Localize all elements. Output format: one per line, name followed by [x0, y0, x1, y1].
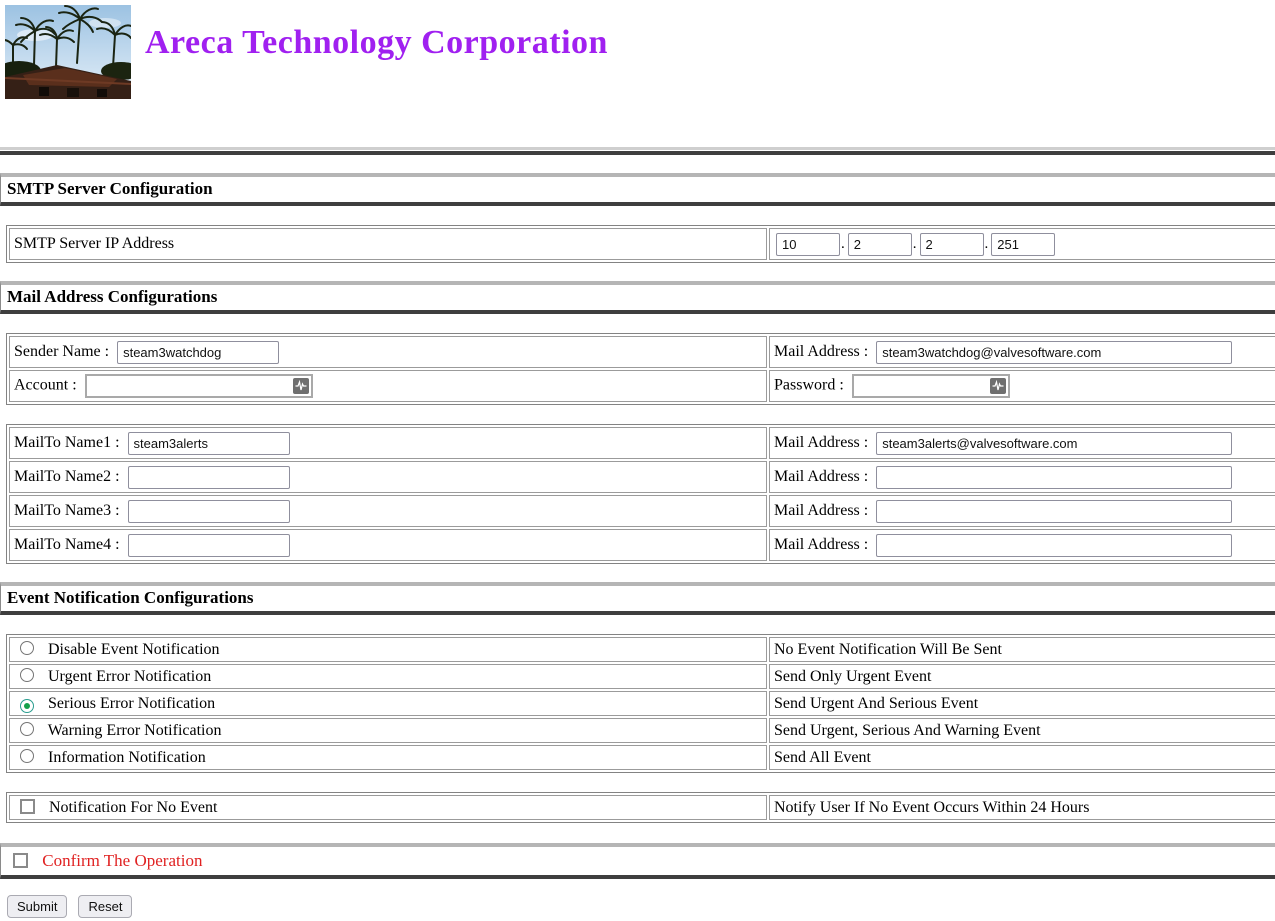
table-row: Account : Password : [9, 370, 1275, 402]
page-title: Areca Technology Corporation [145, 24, 608, 61]
sender-name-input[interactable] [117, 340, 280, 364]
option-description: Notify User If No Event Occurs Within 24… [774, 798, 1090, 816]
mailto-name4-label: MailTo Name4 : [14, 535, 120, 553]
mailto-mail2-label: Mail Address : [774, 467, 869, 485]
mailto-name3-label: MailTo Name3 : [14, 501, 120, 519]
option-description: Send All Event [774, 748, 871, 766]
mailto-mail4-label: Mail Address : [774, 535, 869, 553]
autofill-waveform-icon[interactable] [292, 378, 309, 394]
mailto-mail2-input[interactable] [876, 465, 1233, 489]
option-description: Send Only Urgent Event [774, 667, 932, 685]
radio-information-notification[interactable] [20, 748, 34, 763]
radio-label: Disable Event Notification [48, 640, 220, 658]
account-label: Account : [14, 376, 77, 394]
sender-mail-input[interactable] [876, 340, 1233, 364]
mailto-name2-input[interactable] [127, 465, 290, 489]
event-options-table: Disable Event Notification No Event Noti… [6, 634, 1275, 773]
ip-octet-3-input[interactable] [919, 232, 984, 256]
radio-label: Information Notification [48, 748, 206, 766]
autofill-waveform-icon[interactable] [989, 378, 1006, 394]
no-event-table: Notification For No Event Notify User If… [6, 792, 1275, 823]
radio-serious-error-notification[interactable] [20, 698, 34, 713]
mailto-mail3-input[interactable] [876, 499, 1233, 523]
radio-label: Warning Error Notification [47, 721, 222, 739]
radio-label: Urgent Error Notification [48, 667, 212, 685]
submit-button[interactable]: Submit [7, 895, 68, 918]
table-row: MailTo Name4 : Mail Address : [9, 529, 1275, 561]
mailto-name1-label: MailTo Name1 : [14, 433, 120, 451]
masthead: Areca Technology Corporation [0, 0, 1275, 104]
mailto-name3-input[interactable] [127, 499, 290, 523]
confirm-operation-label: Confirm The Operation [42, 851, 203, 870]
mailto-name2-label: MailTo Name2 : [14, 467, 120, 485]
smtp-ip-label: SMTP Server IP Address [9, 228, 767, 260]
checkbox-notification-for-no-event[interactable] [20, 798, 35, 814]
checkbox-label: Notification For No Event [49, 798, 218, 816]
table-row: Sender Name : Mail Address : [9, 336, 1275, 368]
mailto-mail3-label: Mail Address : [774, 501, 869, 519]
sender-mail-label: Mail Address : [774, 342, 869, 360]
smtp-ip-table: SMTP Server IP Address ... [6, 225, 1275, 263]
ip-octet-1-input[interactable] [776, 232, 840, 256]
mailto-name1-input[interactable] [127, 431, 290, 455]
confirm-bar: Confirm The Operation [0, 843, 1275, 879]
mailto-mail4-input[interactable] [876, 533, 1233, 557]
radio-label: Serious Error Notification [48, 694, 216, 712]
table-row: Serious Error Notification Send Urgent A… [9, 691, 1275, 716]
table-row: Urgent Error Notification Send Only Urge… [9, 664, 1275, 689]
table-row: Information Notification Send All Event [9, 745, 1275, 770]
ip-octet-4-input[interactable] [991, 232, 1056, 256]
table-row: Warning Error Notification Send Urgent, … [9, 718, 1275, 743]
radio-warning-error-notification[interactable] [20, 721, 34, 736]
table-row: Disable Event Notification No Event Noti… [9, 637, 1275, 662]
mailto-mail1-label: Mail Address : [774, 433, 869, 451]
table-row: MailTo Name2 : Mail Address : [9, 461, 1275, 493]
sender-account-table: Sender Name : Mail Address : Account : P… [6, 333, 1275, 405]
horizontal-rule [0, 147, 1275, 155]
ip-octet-2-input[interactable] [847, 232, 912, 256]
radio-disable-event-notification[interactable] [20, 640, 34, 655]
ip-dot: . [912, 235, 917, 252]
section-header-mail: Mail Address Configurations [0, 281, 1275, 314]
areca-logo [5, 5, 131, 99]
table-row: Notification For No Event Notify User If… [9, 795, 1275, 820]
password-label: Password : [774, 376, 844, 394]
table-row: MailTo Name1 : Mail Address : [9, 427, 1275, 459]
option-description: No Event Notification Will Be Sent [774, 640, 1002, 658]
option-description: Send Urgent, Serious And Warning Event [774, 721, 1041, 739]
radio-urgent-error-notification[interactable] [20, 667, 34, 682]
table-row: SMTP Server IP Address ... [9, 228, 1275, 260]
ip-dot: . [841, 235, 845, 252]
table-row: MailTo Name3 : Mail Address : [9, 495, 1275, 527]
checkbox-confirm-operation[interactable] [13, 853, 28, 868]
account-input[interactable] [84, 374, 313, 398]
password-input[interactable] [851, 374, 1010, 398]
sender-name-label: Sender Name : [14, 342, 110, 360]
section-header-events: Event Notification Configurations [0, 582, 1275, 615]
mailto-mail1-input[interactable] [876, 431, 1233, 455]
option-description: Send Urgent And Serious Event [774, 694, 979, 712]
mailto-table: MailTo Name1 : Mail Address : MailTo Nam… [6, 424, 1275, 564]
form-actions: Submit Reset [7, 895, 1275, 918]
reset-button[interactable]: Reset [78, 895, 133, 918]
ip-dot: . [984, 235, 989, 252]
mailto-name4-input[interactable] [127, 533, 290, 557]
section-header-smtp: SMTP Server Configuration [0, 173, 1275, 206]
smtp-ip-inputs: ... [769, 228, 1275, 260]
